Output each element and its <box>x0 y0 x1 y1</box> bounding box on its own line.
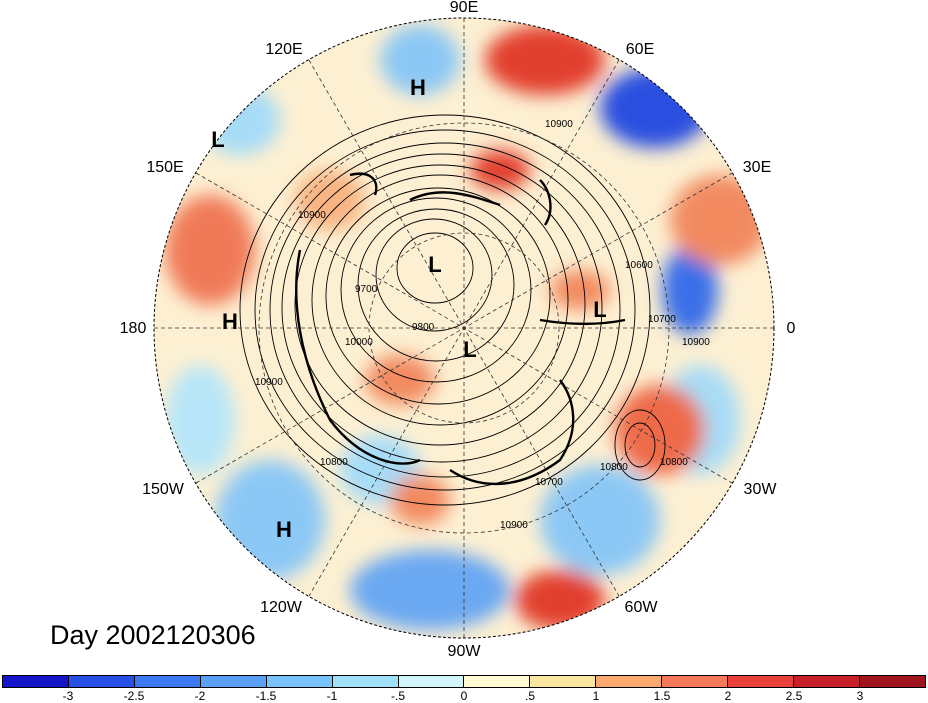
colorbar-swatch <box>859 676 925 687</box>
contour-label: 10800 <box>600 462 628 473</box>
graticule <box>154 18 774 638</box>
colorbar-tick-label: 0 <box>460 689 468 703</box>
colorbar-tick-label: .5 <box>524 689 536 703</box>
contour-label: 10900 <box>545 119 573 130</box>
lon-label-90e: 90E <box>449 0 479 16</box>
lon-label-30e: 30E <box>742 159 772 176</box>
colorbar-swatch <box>794 676 860 687</box>
high-center: H <box>222 309 238 334</box>
high-center: H <box>410 75 426 100</box>
lon-label-30w: 30W <box>743 481 777 498</box>
anomaly-shading <box>154 18 774 638</box>
contour-label: 10800 <box>320 457 348 468</box>
colorbar-swatch <box>68 676 135 687</box>
lon-label-60w: 60W <box>624 599 658 616</box>
contour-label: 10700 <box>535 477 563 488</box>
colorbar-swatch <box>728 676 795 687</box>
colorbar-tick-label: 2 <box>724 689 732 703</box>
colorbar-swatch <box>596 676 663 687</box>
lon-label-120w: 120W <box>260 599 302 616</box>
colorbar-tick-label: 2.5 <box>785 689 803 703</box>
low-center: L <box>428 252 442 277</box>
colorbar-tick-label: -2 <box>194 689 206 703</box>
contour-label: 10000 <box>345 337 373 348</box>
colorbar-tick-label: 3 <box>856 689 864 703</box>
colorbar-tick-label: -2.5 <box>123 689 145 703</box>
contour-label: 10900 <box>255 377 283 388</box>
contour-label: 10900 <box>298 210 326 221</box>
lon-label-150e: 150E <box>146 159 184 176</box>
low-center: L <box>593 297 607 322</box>
low-center: L <box>211 127 225 152</box>
contour-label: 10800 <box>660 457 688 468</box>
contour-label: 10900 <box>500 520 528 531</box>
colorbar-swatch <box>530 676 597 687</box>
colorbar-swatch <box>200 676 267 687</box>
contour-label: 9700 <box>355 284 378 295</box>
height-contours <box>239 114 666 506</box>
colorbar-tick-label: -1.5 <box>255 689 277 703</box>
colorbar-tick-label: 1.5 <box>653 689 671 703</box>
lon-label-150w: 150W <box>142 481 184 498</box>
lon-label-0: 0 <box>786 320 796 337</box>
contour-label: 10700 <box>648 314 676 325</box>
lon-label-90w: 90W <box>447 643 481 660</box>
colorbar-tick-label: -.5 <box>390 689 406 703</box>
low-center: L <box>463 337 477 362</box>
contour-label: 10600 <box>625 260 653 271</box>
colorbar-swatch <box>398 676 465 687</box>
colorbar-swatch <box>134 676 201 687</box>
lon-label-60e: 60E <box>625 41 655 58</box>
contour-label: 9800 <box>412 322 435 333</box>
colorbar-tick-label: 1 <box>592 689 600 703</box>
lon-label-120e: 120E <box>265 41 303 58</box>
colorbar-swatch <box>464 676 531 687</box>
jet-contours <box>295 172 626 486</box>
contour-label: 10900 <box>682 337 710 348</box>
colorbar-tick-label: -1 <box>326 689 338 703</box>
lon-label-180: 180 <box>119 320 147 337</box>
colorbar-swatch <box>266 676 333 687</box>
map-title: Day 2002120306 <box>50 620 256 650</box>
colorbar-swatch <box>662 676 729 687</box>
colorbar-swatch <box>3 676 69 687</box>
colorbar-swatch <box>332 676 399 687</box>
high-center: H <box>276 517 292 542</box>
colorbar <box>2 675 926 688</box>
colorbar-tick-label: -3 <box>62 689 74 703</box>
